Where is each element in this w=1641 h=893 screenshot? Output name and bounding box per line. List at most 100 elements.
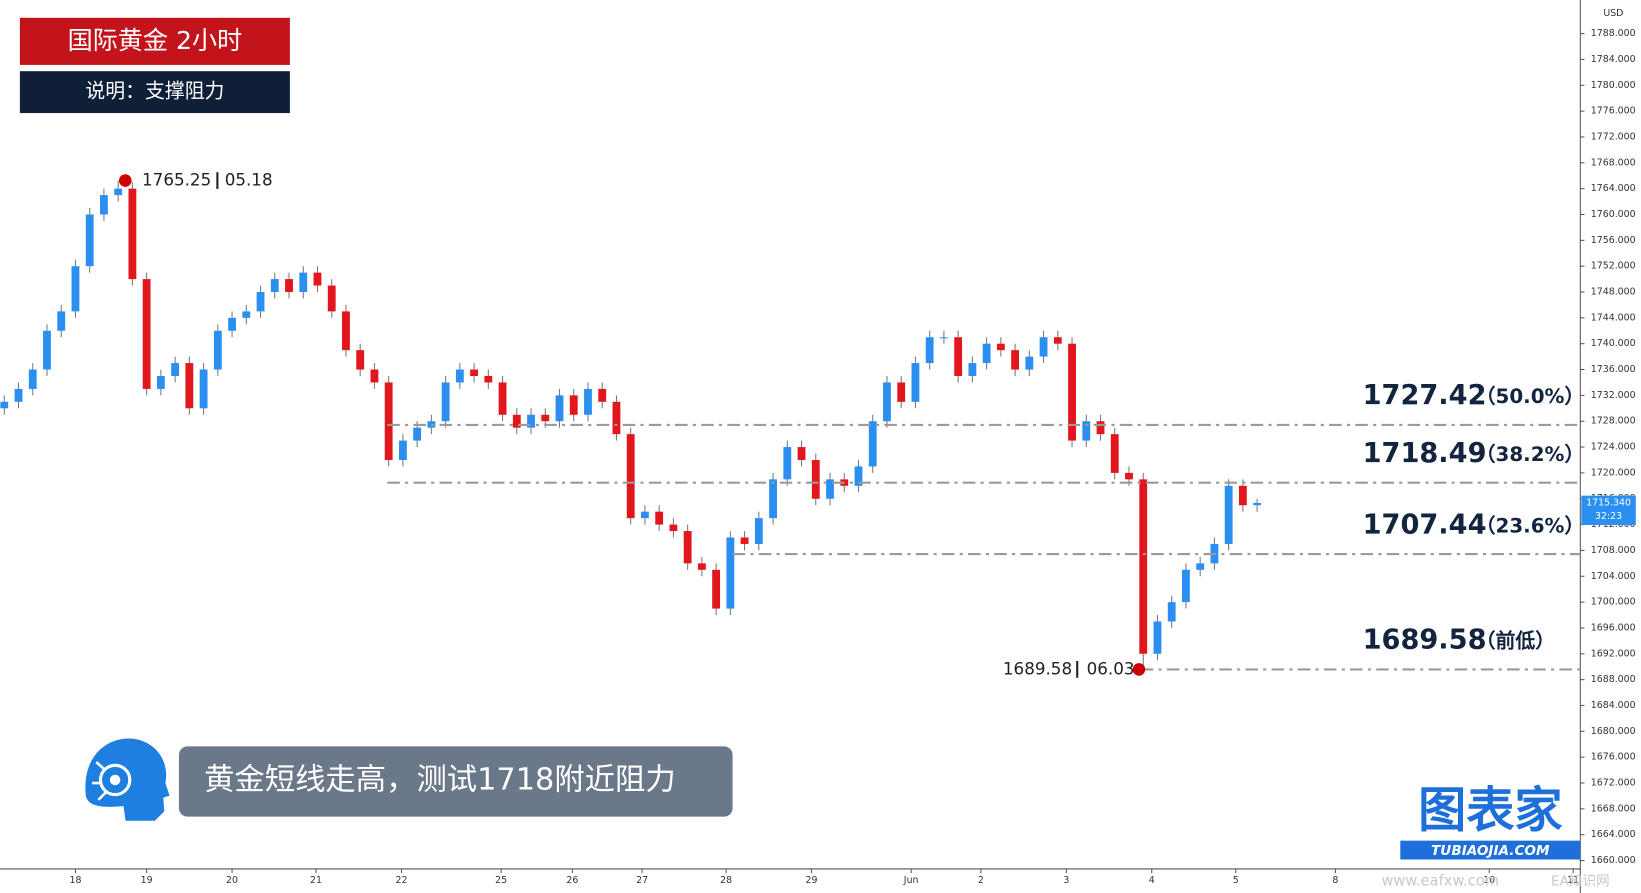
candle-body (626, 434, 635, 519)
y-tick-label: 1740.000 (1591, 338, 1636, 349)
y-tick-label: 1692.000 (1591, 648, 1636, 659)
y-tick-label: 1776.000 (1591, 106, 1636, 117)
candle-body (342, 311, 350, 351)
candle-body (413, 427, 422, 441)
y-tick-label: 1700.000 (1591, 597, 1636, 608)
candle-body (43, 330, 51, 370)
candle-body (242, 311, 251, 318)
candle-body (1110, 434, 1119, 473)
candle-body (783, 447, 792, 480)
candle-body (470, 369, 479, 376)
candle-body (498, 382, 507, 415)
y-tick-label: 1732.000 (1591, 390, 1636, 401)
candle-body (683, 531, 692, 564)
candle-body (897, 382, 906, 402)
candle-body (569, 395, 578, 415)
annotation-price: 1765.25 (142, 170, 211, 190)
candle-body (1224, 485, 1233, 544)
last-price-tag (1581, 495, 1636, 525)
y-tick-label: 1668.000 (1591, 803, 1636, 814)
candle-body (114, 188, 123, 196)
candle-body (213, 330, 222, 370)
candle-body (171, 363, 180, 376)
y-tick-label: 1688.000 (1591, 674, 1636, 685)
logo-url: TUBIAOJIA.COM (1431, 843, 1550, 859)
candle-body (1153, 621, 1162, 654)
candle-body (156, 375, 165, 389)
y-tick-label: 1768.000 (1591, 157, 1636, 168)
candle-body (1238, 485, 1247, 506)
candle-body (100, 195, 108, 215)
candle-body (883, 382, 891, 422)
x-tick-label: 10 (1483, 875, 1495, 886)
y-tick-label: 1748.000 (1591, 287, 1636, 298)
candle-body (925, 337, 934, 364)
watermark: www.eafxw.com (1381, 872, 1499, 889)
level-label: （38.2%） (1476, 443, 1585, 466)
candle-body (14, 388, 23, 402)
plot: 1660.000 1664.000 1668.000 1672.000 1676.000… (0, 28, 1636, 886)
candle-body (726, 537, 735, 609)
candle-body (285, 279, 293, 293)
candle-body (555, 395, 564, 422)
candle-body (996, 343, 1005, 351)
y-tick-label: 1752.000 (1591, 261, 1636, 272)
level-label: （23.6%） (1476, 514, 1585, 537)
x-tick-label: 5 (1233, 875, 1239, 886)
candle-body (854, 466, 863, 486)
x-tick-label: 28 (720, 875, 732, 886)
candle-body (1125, 472, 1133, 480)
candle-body (484, 375, 493, 383)
candle-body (868, 421, 877, 467)
candle-body (0, 401, 9, 409)
x-tick-label: 29 (806, 875, 818, 886)
candle-body (398, 440, 407, 460)
caption: 黄金短线走高，测试1718附近阻力 (204, 762, 676, 797)
candle-body (1139, 479, 1148, 654)
title-box (19, 17, 290, 65)
candle-body (641, 511, 649, 519)
candle-body (57, 311, 66, 331)
candle-body (299, 272, 308, 293)
candle-body (769, 479, 777, 519)
y-tick-label: 1728.000 (1591, 416, 1636, 427)
annotation-price: 1689.58 (1003, 658, 1072, 678)
y-tick-label: 1756.000 (1591, 235, 1636, 246)
level-label: （前低） (1476, 630, 1556, 653)
candle-body (598, 388, 607, 402)
logo-bar (1400, 840, 1581, 860)
x-tick-label: 8 (1332, 875, 1338, 886)
candle-body (199, 369, 208, 409)
level-value: 1718.49 (1363, 438, 1487, 469)
candle-body (968, 363, 977, 376)
level-label: （50.0%） (1476, 385, 1585, 408)
y-tick-label: 1672.000 (1591, 777, 1636, 788)
y-tick-label: 1676.000 (1591, 752, 1636, 763)
x-tick-label: 2 (978, 875, 984, 886)
logo-name: 图表家 (1418, 782, 1562, 838)
subtitle-box (19, 71, 290, 114)
candle-body (384, 382, 393, 460)
candle-body (1167, 602, 1176, 622)
candle-body (327, 285, 336, 312)
candle-body (1039, 337, 1048, 357)
candle-body (71, 266, 80, 312)
x-tick-label: 26 (566, 875, 578, 886)
candle-body (797, 447, 806, 460)
candle-body (697, 563, 706, 570)
candle-body (1011, 350, 1020, 370)
level-value: 1727.42 (1363, 380, 1487, 411)
candle-body (811, 459, 820, 499)
y-tick-label: 1736.000 (1591, 364, 1636, 375)
currency: USD (1603, 8, 1623, 19)
candle-body (1196, 563, 1205, 570)
x-tick-label: 20 (226, 875, 238, 886)
x-tick-label: 3 (1063, 875, 1069, 886)
annotation-dot (119, 174, 132, 187)
x-tick-label: 25 (495, 875, 507, 886)
y-tick-label: 1788.000 (1591, 28, 1636, 39)
candle-body (1182, 569, 1190, 603)
candle-body (954, 337, 963, 376)
candle-body (939, 337, 948, 339)
